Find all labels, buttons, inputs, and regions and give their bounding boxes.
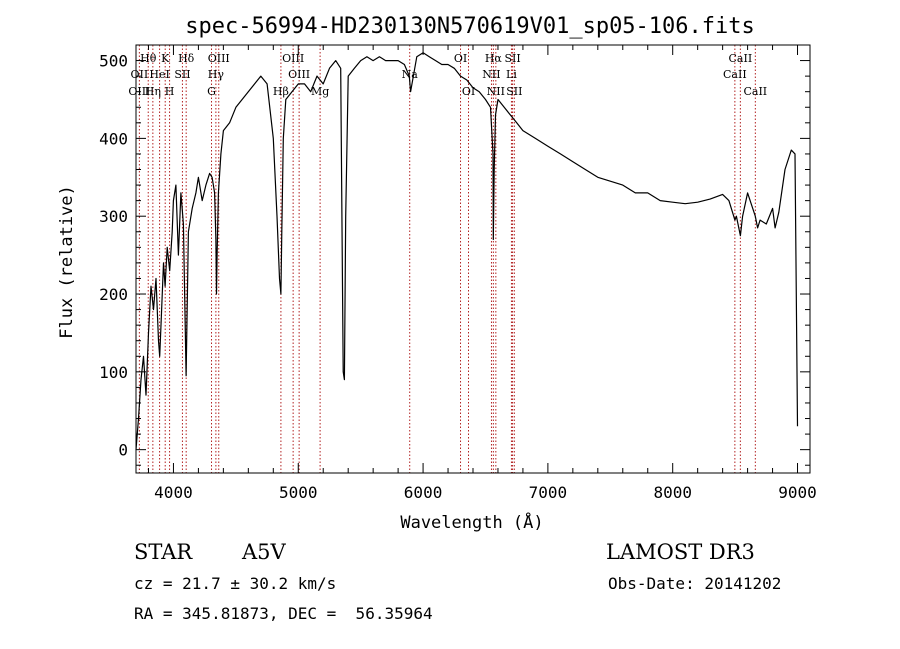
line-label: Mg [311,85,329,98]
x-tick-label: 5000 [279,483,318,502]
x-tick-label: 8000 [653,483,692,502]
line-label: SII [504,52,520,65]
line-label: OIII [282,52,304,65]
redshift-velocity: cz = 21.7 ± 30.2 km/s [134,574,337,593]
line-label: OI [454,52,467,65]
line-label: G [207,85,216,98]
line-label: HeI [149,68,169,81]
plot-background [136,45,810,473]
line-label: OIII [288,68,310,81]
y-tick-label: 0 [118,441,128,460]
line-label: NII [487,85,505,98]
x-tick-label: 7000 [529,483,568,502]
chart-title: spec-56994-HD230130N570619V01_sp05-106.f… [185,14,755,39]
line-label: K [161,52,170,65]
line-label: Hθ [140,52,157,65]
x-axis-label: Wavelength (Å) [400,511,543,533]
plot-area [136,45,810,473]
spectrum-series [135,52,799,450]
line-label: H [165,85,175,98]
y-tick-label: 200 [99,285,128,304]
line-label: Hη [145,85,161,98]
line-label: CaII [729,52,753,65]
line-label: Hβ [273,85,289,98]
line-label: Li [506,68,517,81]
line-label: Na [402,68,419,81]
coordinates: RA = 345.81873, DEC = 56.35964 [134,604,433,623]
y-tick-label: 300 [99,207,128,226]
line-label: Hγ [208,68,225,81]
x-tick-label: 4000 [154,483,193,502]
line-label: Hδ [178,52,195,65]
y-tick-label: 400 [99,129,128,148]
line-label: NII [482,68,500,81]
line-label: SII [506,85,522,98]
x-tick-label: 6000 [404,483,443,502]
survey-name: LAMOST DR3 [606,540,755,564]
object-class: STAR [134,540,193,564]
line-label: OIII [208,52,230,65]
line-label: CaII [743,85,767,98]
line-label: SII [174,68,190,81]
y-tick-label: 100 [99,363,128,382]
spectrum-line-flux [135,52,799,450]
x-tick-label: 9000 [778,483,817,502]
subclass: A5V [242,540,286,564]
line-label: CaII [723,68,747,81]
axes: 4000 5000 6000 7000 8000 9000 0 100 200 300 400 500 [99,44,817,502]
line-label: OI [462,85,475,98]
y-tick-label: 500 [99,52,128,71]
y-axis-label: Flux (relative) [57,185,77,339]
line-label: OII [131,68,149,81]
line-label: Hα [485,52,503,65]
observation-date: Obs-Date: 20141202 [608,574,782,593]
